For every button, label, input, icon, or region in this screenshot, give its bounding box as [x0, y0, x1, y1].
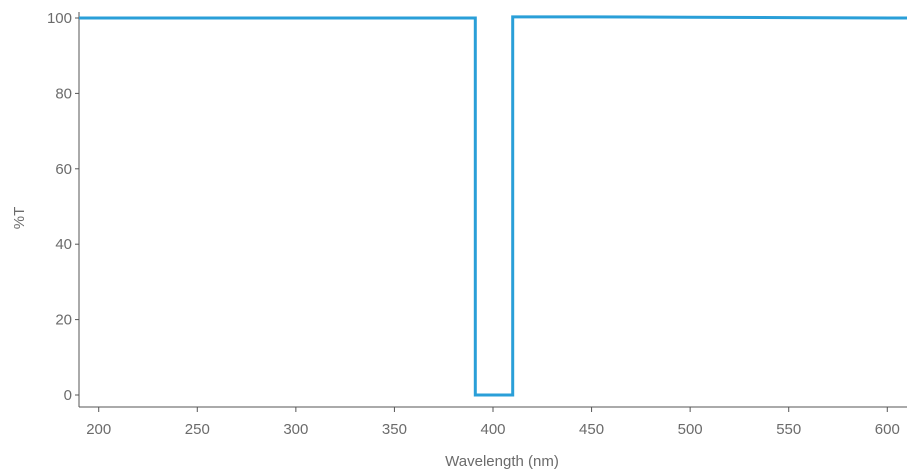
x-tick-label: 400 [480, 421, 505, 438]
y-tick-label: 20 [55, 312, 72, 329]
y-tick-label: 0 [64, 387, 72, 404]
x-tick-label: 250 [185, 421, 210, 438]
x-tick-label: 600 [875, 421, 900, 438]
series-layer [79, 15, 907, 397]
y-tick-label: 40 [55, 236, 72, 253]
x-tick-label: 300 [283, 421, 308, 438]
y-axis-label: %T [11, 207, 28, 230]
x-ticks: 200 250 300 350 400 450 500 550 600 [86, 407, 900, 438]
y-tick-label: 80 [55, 85, 72, 102]
x-axis-label: Wavelength (nm) [445, 453, 559, 470]
y-tick-label: 60 [55, 161, 72, 178]
y-tick-label: 100 [47, 10, 72, 27]
x-tick-label: 200 [86, 421, 111, 438]
x-tick-label: 500 [678, 421, 703, 438]
y-ticks: 0 20 40 60 80 100 [47, 10, 79, 404]
series-line-0 [79, 15, 907, 397]
x-tick-label: 550 [776, 421, 801, 438]
x-tick-label: 450 [579, 421, 604, 438]
x-tick-label: 350 [382, 421, 407, 438]
